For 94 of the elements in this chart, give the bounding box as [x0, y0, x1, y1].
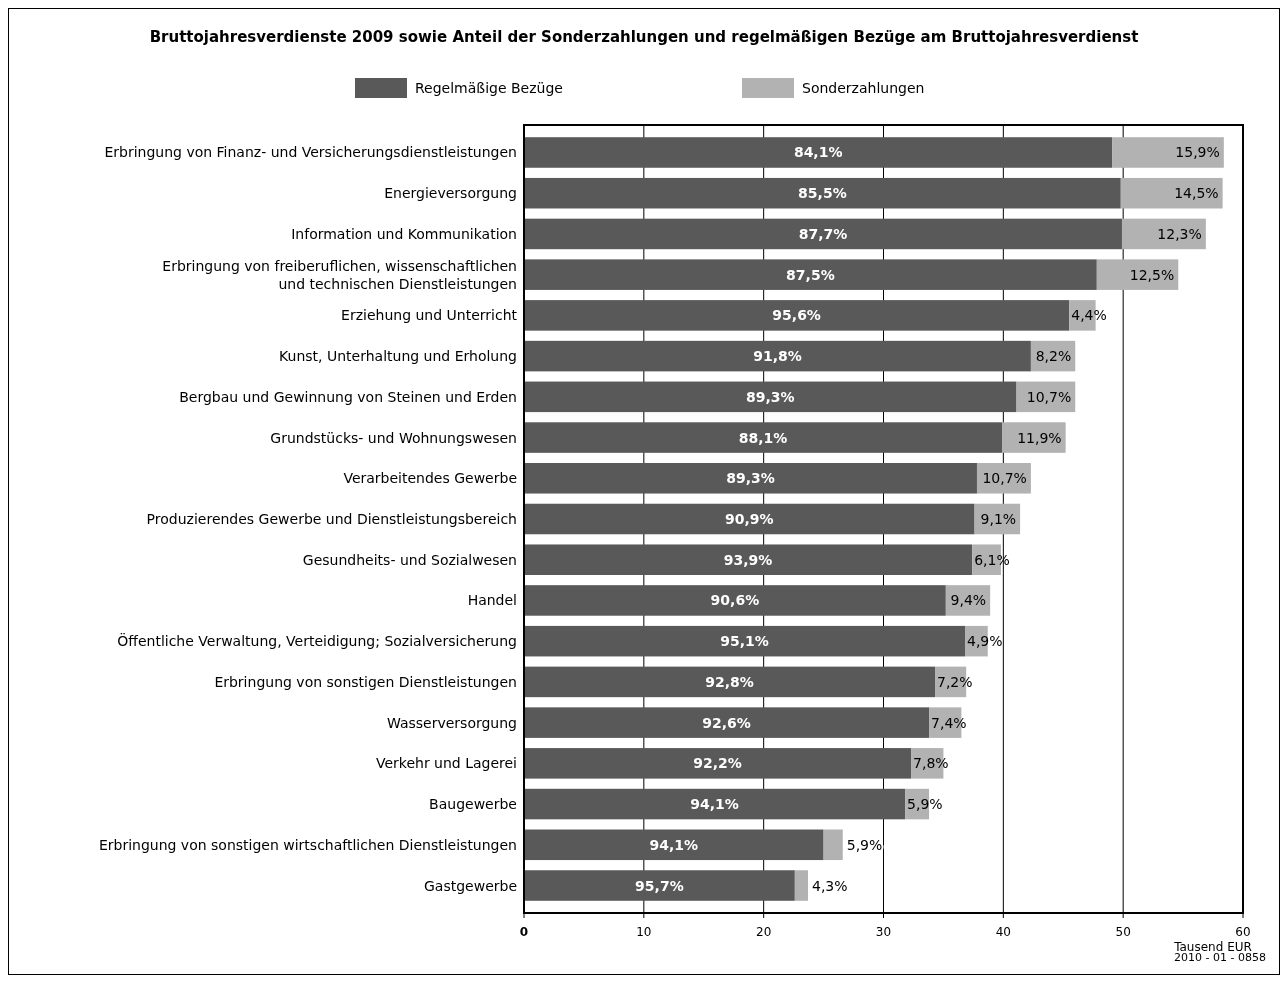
- annotation: 7,8%: [913, 755, 949, 772]
- y-tick-label: Erziehung und Unterricht: [341, 307, 518, 324]
- annotation: 84,1%: [793, 144, 843, 161]
- bar: [524, 259, 1097, 290]
- x-tick-label: 30: [875, 925, 892, 939]
- y-tick-label: Handel: [467, 592, 517, 609]
- x-tick-label: 0: [519, 925, 529, 939]
- annotation: 10,7%: [1026, 388, 1072, 405]
- annotation: 12,3%: [1157, 225, 1202, 242]
- annotation: 90,9%: [725, 511, 774, 527]
- annotation: 4,9%: [966, 633, 1003, 650]
- annotation: 95,7%: [635, 877, 684, 894]
- annotation: 7,4%: [931, 714, 967, 731]
- bar: [524, 544, 973, 575]
- annotation: 5,9%: [907, 796, 943, 813]
- x-axis-title: Tausend EUR: [1173, 940, 1252, 954]
- annotation: 92,8%: [705, 673, 754, 690]
- annotation: 95,6%: [772, 307, 821, 324]
- bar: [524, 422, 1003, 453]
- annotation: 10,7%: [982, 470, 1027, 487]
- y-tick-label: Verkehr und Lagerei: [375, 755, 517, 772]
- y-tick-label: Grundstücks- und Wohnungswesen: [270, 429, 517, 446]
- annotation: 93,9%: [723, 551, 773, 568]
- annotation: 7,2%: [937, 673, 973, 690]
- y-tick-label: Energieversorgung: [384, 185, 517, 202]
- annotation: 9,4%: [950, 592, 987, 609]
- bar: [1112, 137, 1224, 168]
- y-tick-label: Öffentliche Verwaltung, Verteidigung; Sozialversicherung: [117, 632, 517, 650]
- y-tick-label: Information und Kommunikation: [291, 225, 517, 242]
- bar: [524, 381, 1017, 413]
- annotation: 5,9%: [846, 836, 883, 853]
- annotation: 94,1%: [649, 836, 699, 853]
- y-tick-label: Baugewerbe: [429, 796, 517, 813]
- annotation: 92,6%: [702, 714, 751, 731]
- annotation: 89,3%: [745, 388, 795, 405]
- y-tick-label: Verarbeitendes Gewerbe: [343, 470, 517, 487]
- text: 2010 - 01 - 0858: [1174, 951, 1266, 964]
- bar: [524, 137, 1113, 168]
- bar: [823, 829, 843, 861]
- bar: [1120, 177, 1223, 209]
- annotation: 95,1%: [720, 633, 769, 650]
- legend-label: Regelmäßige Bezüge: [415, 80, 563, 96]
- bar: [1096, 259, 1179, 290]
- bar: [524, 707, 930, 738]
- bar: [524, 218, 1122, 250]
- chart-title: Bruttojahresverdienste 2009 sowie Anteil der Sonderzahlungen und regelmäßigen Bezüge am Bruttojahresverdienst: [149, 28, 1139, 46]
- bar: [524, 463, 977, 494]
- y-tick-label: Gesundheits- und Sozialwesen: [302, 551, 517, 568]
- bar: [524, 300, 1070, 331]
- annotation: 92,2%: [693, 755, 742, 772]
- bar: [1121, 218, 1206, 250]
- annotation: 4,3%: [812, 877, 848, 894]
- annotation: 91,8%: [753, 348, 802, 365]
- y-tick-label: Gastgewerbe: [423, 877, 517, 894]
- bar: [524, 666, 936, 698]
- y-tick-label: Kunst, Unterhaltung und Erholung: [279, 348, 517, 365]
- annotation: 90,6%: [710, 592, 760, 609]
- annotation: 87,7%: [798, 225, 848, 242]
- bar: [794, 870, 808, 901]
- bar: [524, 625, 965, 657]
- bar: [524, 748, 912, 779]
- bar: [524, 340, 1031, 372]
- x-tick-label: 40: [995, 925, 1011, 939]
- annotation: 9,1%: [980, 511, 1017, 527]
- annotation: 94,1%: [690, 796, 739, 813]
- annotation: 11,9%: [1017, 429, 1062, 446]
- y-tick-label: Erbringung von Finanz- und Versicherungsdienstleistungen: [104, 144, 517, 161]
- annotation: 4,4%: [1071, 307, 1107, 324]
- annotation: 15,9%: [1175, 144, 1220, 161]
- annotation: 85,5%: [798, 185, 847, 202]
- y-tick-label: Bergbau und Gewinnung von Steinen und Erden: [179, 388, 517, 405]
- annotation: 88,1%: [738, 429, 788, 446]
- bar: [524, 585, 946, 616]
- bar: [524, 177, 1121, 209]
- x-tick-label: 50: [1115, 925, 1131, 939]
- bar: [524, 870, 795, 901]
- annotation: 87,5%: [786, 266, 835, 283]
- x-tick-label: 20: [756, 925, 772, 939]
- y-tick-label: Erbringung von sonstigen wirtschaftlichen Dienstleistungen: [98, 836, 517, 853]
- x-tick-label: 60: [1235, 925, 1251, 939]
- annotation: 8,2%: [1035, 348, 1072, 365]
- y-tick-label: Erbringung von freiberuflichen, wissenschaftlichen und technischen Dienstleistungen: [162, 257, 517, 292]
- bar: [524, 829, 824, 861]
- bar: [524, 503, 975, 535]
- bar: [524, 788, 906, 820]
- y-tick-label: Erbringung von sonstigen Dienstleistungen: [214, 673, 517, 690]
- annotation: 12,5%: [1129, 266, 1175, 283]
- bar: [1002, 422, 1066, 453]
- y-tick-label: Wasserversorgung: [386, 714, 517, 731]
- annotation: 89,3%: [726, 470, 775, 487]
- x-tick-label: 10: [636, 925, 652, 939]
- y-tick-label: Produzierendes Gewerbe und Dienstleistungsbereich: [146, 511, 517, 527]
- legend-label: Sonderzahlungen: [802, 80, 925, 96]
- annotation: 14,5%: [1174, 185, 1219, 202]
